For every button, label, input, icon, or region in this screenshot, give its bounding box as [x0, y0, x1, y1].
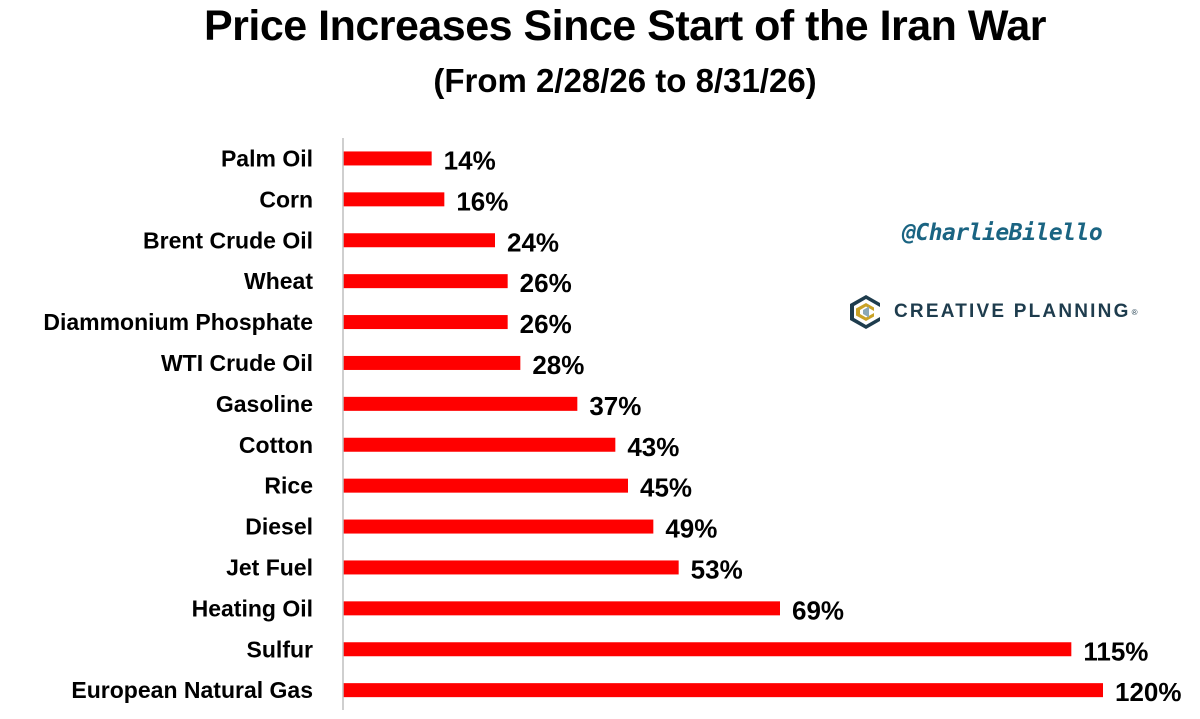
category-label: WTI Crude Oil: [161, 350, 313, 376]
bars-group: Palm Oil 14% Corn 16% Brent Crude Oil 24% Whea…: [43, 145, 1181, 707]
brand-name: CREATIVE PLANNING: [894, 301, 1131, 322]
category-label: European Natural Gas: [71, 677, 313, 703]
category-label: Sulfur: [247, 636, 313, 662]
data-label: 115%: [1083, 636, 1148, 666]
data-label: 26%: [520, 309, 572, 339]
category-label: Cotton: [239, 432, 313, 458]
data-label: 53%: [691, 554, 743, 584]
category-label: Wheat: [244, 268, 313, 294]
bar: [343, 601, 780, 616]
bar: [343, 396, 578, 411]
data-label: 43%: [627, 432, 679, 462]
category-label: Corn: [259, 186, 313, 212]
data-label: 120%: [1115, 677, 1182, 707]
bar: [343, 437, 616, 452]
bar: [343, 274, 508, 289]
category-label: Brent Crude Oil: [143, 227, 313, 253]
registered-mark: ®: [1131, 307, 1138, 317]
data-label: 24%: [507, 227, 559, 257]
category-label: Jet Fuel: [226, 554, 313, 580]
bar: [343, 519, 654, 534]
data-label: 69%: [792, 595, 844, 625]
bar: [343, 683, 1103, 698]
data-label: 45%: [640, 473, 692, 503]
bar: [343, 192, 445, 207]
bar: [343, 233, 495, 248]
bar: [343, 151, 432, 166]
creative-planning-logo-icon: [850, 295, 880, 329]
data-label: 16%: [456, 186, 508, 216]
bar: [343, 560, 679, 575]
category-label: Rice: [264, 473, 313, 499]
bar: [343, 315, 508, 330]
category-label: Diammonium Phosphate: [43, 309, 313, 335]
data-label: 14%: [444, 145, 496, 175]
data-label: 49%: [665, 514, 717, 544]
bar: [343, 355, 521, 370]
bar: [343, 478, 628, 493]
author-handle: @CharlieBilello: [902, 220, 1103, 246]
category-label: Heating Oil: [192, 595, 313, 621]
chart-subtitle: (From 2/28/26 to 8/31/26): [433, 62, 817, 99]
data-label: 28%: [532, 350, 584, 380]
brand-watermark: CREATIVE PLANNING ®: [850, 294, 1137, 330]
bar: [343, 642, 1072, 657]
data-label: 26%: [520, 268, 572, 298]
data-label: 37%: [589, 391, 641, 421]
chart-title: Price Increases Since Start of the Iran …: [203, 2, 1047, 50]
category-label: Palm Oil: [221, 145, 313, 171]
category-label: Diesel: [245, 514, 313, 540]
category-label: Gasoline: [216, 391, 313, 417]
